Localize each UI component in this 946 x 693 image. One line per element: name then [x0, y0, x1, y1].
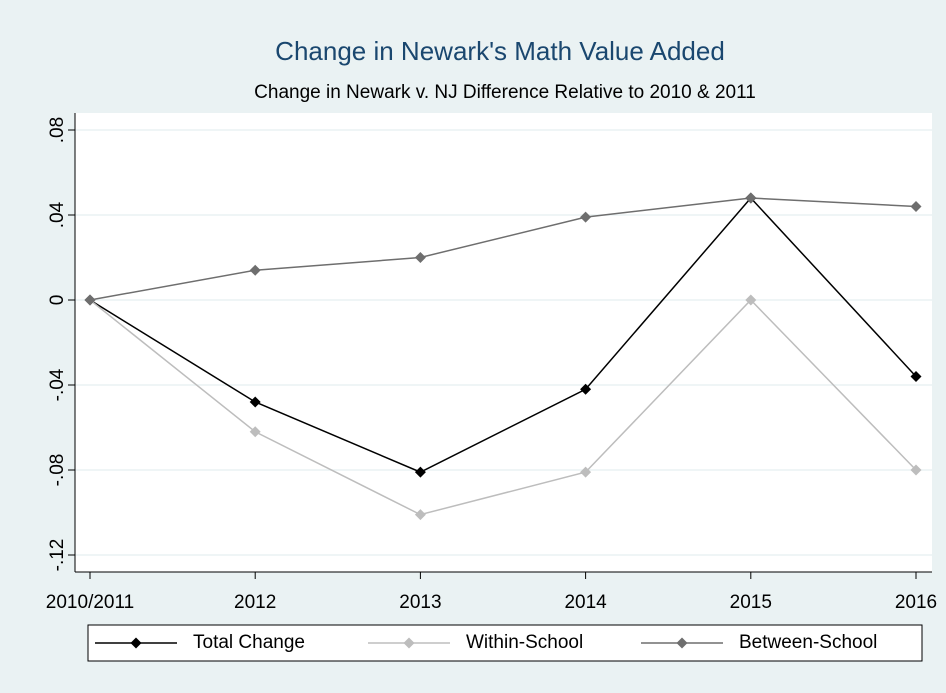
legend-marker — [130, 637, 142, 649]
x-tick-label: 2014 — [564, 592, 607, 613]
marker — [414, 509, 426, 521]
y-tick-label: -.12 — [47, 539, 68, 572]
legend-marker — [403, 637, 415, 649]
plot-area — [75, 113, 932, 572]
legend-box — [87, 624, 923, 662]
marker — [249, 426, 261, 438]
marker — [580, 466, 592, 478]
marker — [414, 466, 426, 478]
y-tick-label: -.04 — [47, 368, 68, 401]
series-line — [89, 196, 917, 473]
marker — [580, 211, 592, 223]
marker — [249, 396, 261, 408]
marker — [414, 252, 426, 263]
y-tick-label: .08 — [47, 117, 68, 143]
marker — [84, 294, 96, 306]
marker — [745, 192, 757, 204]
marker — [580, 383, 592, 395]
y-tick-label: -.08 — [47, 454, 68, 487]
x-tick-label: 2015 — [730, 592, 772, 613]
marker — [910, 464, 922, 476]
marker — [910, 201, 922, 212]
chart-subtitle: Change in Newark v. NJ Difference Relati… — [254, 82, 756, 103]
series-line — [89, 298, 917, 516]
y-tick-label: .04 — [47, 201, 68, 228]
legend-label: Total Change — [193, 632, 305, 653]
x-tick-label: 2016 — [895, 592, 937, 613]
series-line — [89, 197, 917, 301]
x-tick-label: 2012 — [234, 592, 276, 613]
x-tick-label: 2013 — [399, 592, 441, 613]
legend-label: Within-School — [466, 632, 583, 653]
y-tick-label: 0 — [47, 295, 68, 306]
legend-label: Between-School — [739, 632, 877, 653]
marker — [745, 294, 757, 306]
marker — [910, 371, 922, 382]
legend-marker — [676, 637, 688, 649]
x-tick-label: 2010/2011 — [46, 592, 134, 613]
chart-title: Change in Newark's Math Value Added — [275, 36, 725, 66]
marker — [249, 264, 261, 276]
